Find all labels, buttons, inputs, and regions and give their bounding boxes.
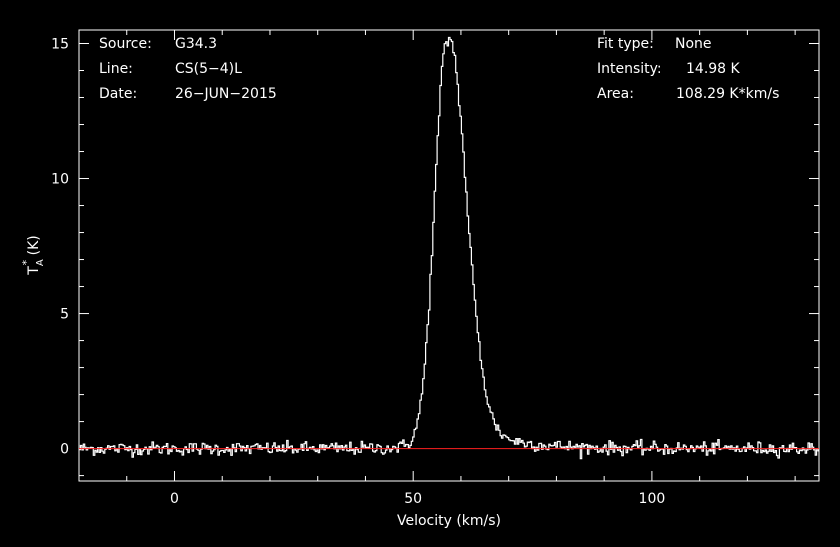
fit-type-value: None	[675, 36, 712, 52]
y-tick-label: 10	[51, 172, 69, 188]
area-label: Area:	[597, 86, 634, 102]
axis-ticks	[79, 30, 819, 481]
source-label: Source:	[99, 36, 152, 52]
x-tick-label: 0	[170, 491, 179, 507]
fit-type-label: Fit type:	[597, 36, 654, 52]
axis-tick-labels: 0 50 100 0 5 10 15	[51, 37, 665, 507]
x-tick-label: 50	[404, 491, 422, 507]
date-label: Date:	[99, 86, 138, 102]
x-tick-label: 100	[639, 491, 666, 507]
date-value: 26−JUN−2015	[175, 86, 277, 102]
y-tick-label: 15	[51, 37, 69, 53]
line-label: Line:	[99, 61, 133, 77]
x-axis-label: Velocity (km/s)	[397, 513, 501, 529]
area-value: 108.29 K*km/s	[676, 86, 780, 102]
intensity-value: 14.98 K	[686, 61, 740, 77]
plot-frame	[78, 29, 820, 482]
y-tick-label: 5	[60, 307, 69, 323]
line-value: CS(5−4)L	[175, 61, 242, 77]
y-tick-label: 0	[60, 442, 69, 458]
source-value: G34.3	[175, 36, 218, 52]
svg-text:TA* (K): TA* (K)	[20, 235, 46, 275]
intensity-label: Intensity:	[597, 61, 662, 77]
y-axis-label: TA* (K)	[20, 235, 46, 275]
